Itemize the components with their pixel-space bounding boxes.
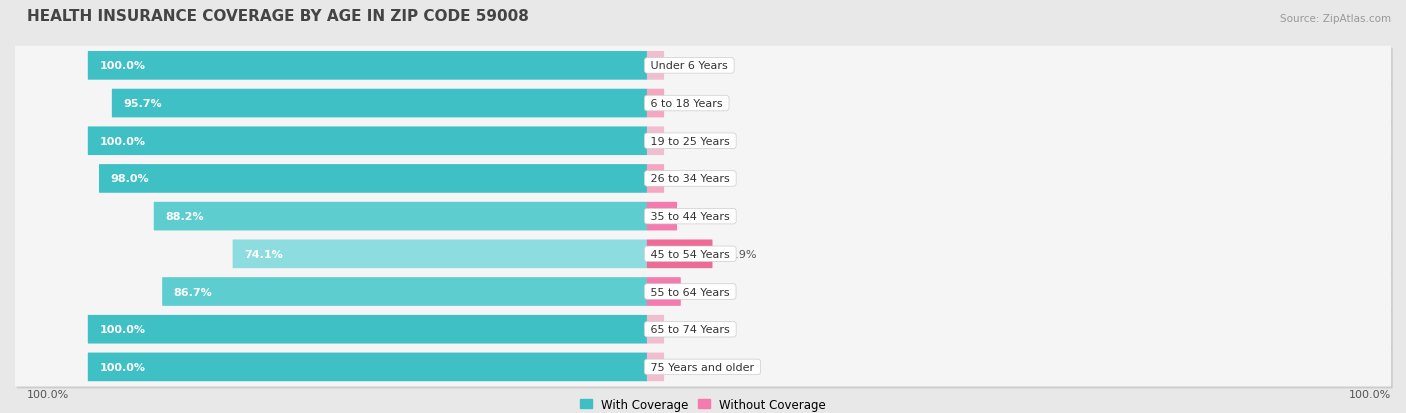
FancyBboxPatch shape <box>15 197 1391 236</box>
Text: 13.3%: 13.3% <box>689 287 724 297</box>
Text: 55 to 64 Years: 55 to 64 Years <box>647 287 733 297</box>
Text: 0.0%: 0.0% <box>672 136 700 146</box>
FancyBboxPatch shape <box>15 122 1391 161</box>
FancyBboxPatch shape <box>17 237 1393 275</box>
FancyBboxPatch shape <box>17 349 1393 389</box>
Text: 19 to 25 Years: 19 to 25 Years <box>647 136 734 146</box>
FancyBboxPatch shape <box>87 52 647 81</box>
FancyBboxPatch shape <box>647 278 681 306</box>
FancyBboxPatch shape <box>15 347 1391 387</box>
FancyBboxPatch shape <box>647 127 664 156</box>
FancyBboxPatch shape <box>17 312 1393 351</box>
Text: Source: ZipAtlas.com: Source: ZipAtlas.com <box>1279 14 1391 24</box>
FancyBboxPatch shape <box>17 48 1393 88</box>
FancyBboxPatch shape <box>87 353 647 381</box>
FancyBboxPatch shape <box>15 235 1391 274</box>
FancyBboxPatch shape <box>162 278 647 306</box>
Text: 98.0%: 98.0% <box>111 174 149 184</box>
Text: 45 to 54 Years: 45 to 54 Years <box>647 249 734 259</box>
FancyBboxPatch shape <box>17 124 1393 163</box>
FancyBboxPatch shape <box>15 47 1391 86</box>
Text: 75 Years and older: 75 Years and older <box>647 362 758 372</box>
Text: 100.0%: 100.0% <box>100 325 145 335</box>
FancyBboxPatch shape <box>647 90 664 118</box>
FancyBboxPatch shape <box>17 199 1393 238</box>
FancyBboxPatch shape <box>15 310 1391 349</box>
Text: 35 to 44 Years: 35 to 44 Years <box>647 211 734 222</box>
Text: 11.8%: 11.8% <box>685 211 720 222</box>
Text: 86.7%: 86.7% <box>173 287 212 297</box>
Text: 25.9%: 25.9% <box>721 249 756 259</box>
FancyBboxPatch shape <box>98 165 647 193</box>
FancyBboxPatch shape <box>87 315 647 344</box>
Text: 0.0%: 0.0% <box>672 61 700 71</box>
Text: 100.0%: 100.0% <box>1348 389 1391 399</box>
Text: 100.0%: 100.0% <box>27 389 69 399</box>
Text: 74.1%: 74.1% <box>245 249 283 259</box>
FancyBboxPatch shape <box>17 274 1393 313</box>
FancyBboxPatch shape <box>647 240 713 268</box>
FancyBboxPatch shape <box>153 202 647 231</box>
Text: 65 to 74 Years: 65 to 74 Years <box>647 325 734 335</box>
FancyBboxPatch shape <box>647 165 664 193</box>
FancyBboxPatch shape <box>112 90 647 118</box>
Text: 6 to 18 Years: 6 to 18 Years <box>647 99 727 109</box>
Text: 0.0%: 0.0% <box>672 362 700 372</box>
FancyBboxPatch shape <box>17 161 1393 200</box>
Legend: With Coverage, Without Coverage: With Coverage, Without Coverage <box>579 398 827 411</box>
FancyBboxPatch shape <box>15 159 1391 199</box>
Text: 26 to 34 Years: 26 to 34 Years <box>647 174 734 184</box>
Text: 2.0%: 2.0% <box>672 174 700 184</box>
FancyBboxPatch shape <box>17 86 1393 125</box>
Text: HEALTH INSURANCE COVERAGE BY AGE IN ZIP CODE 59008: HEALTH INSURANCE COVERAGE BY AGE IN ZIP … <box>27 9 529 24</box>
FancyBboxPatch shape <box>87 127 647 156</box>
Text: 100.0%: 100.0% <box>100 61 145 71</box>
Text: 88.2%: 88.2% <box>165 211 204 222</box>
FancyBboxPatch shape <box>232 240 647 268</box>
FancyBboxPatch shape <box>15 84 1391 123</box>
FancyBboxPatch shape <box>647 202 678 231</box>
Text: 100.0%: 100.0% <box>100 136 145 146</box>
Text: 0.0%: 0.0% <box>672 325 700 335</box>
Text: 4.3%: 4.3% <box>672 99 700 109</box>
Text: 95.7%: 95.7% <box>124 99 162 109</box>
FancyBboxPatch shape <box>647 353 664 381</box>
FancyBboxPatch shape <box>647 52 664 81</box>
Text: 100.0%: 100.0% <box>100 362 145 372</box>
FancyBboxPatch shape <box>15 272 1391 311</box>
FancyBboxPatch shape <box>647 315 664 344</box>
Text: Under 6 Years: Under 6 Years <box>647 61 731 71</box>
